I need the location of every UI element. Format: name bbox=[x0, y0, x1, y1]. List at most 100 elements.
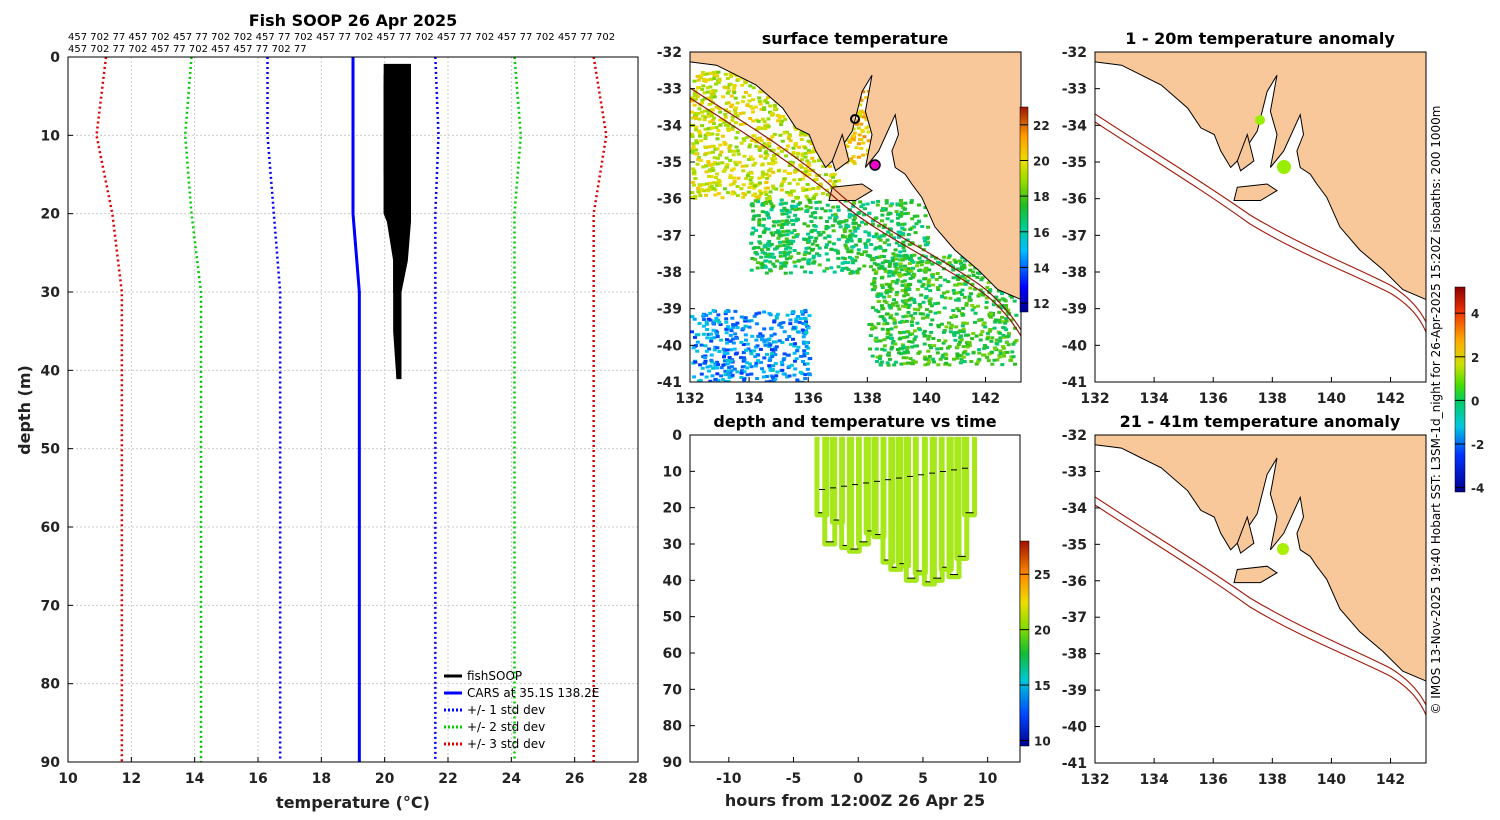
sst-pixel bbox=[921, 331, 926, 335]
sst-pixel bbox=[901, 245, 906, 249]
sst-pixel bbox=[698, 363, 703, 367]
sst-pixel bbox=[707, 133, 711, 137]
sst-pixel bbox=[985, 285, 990, 289]
sst-pixel bbox=[964, 321, 969, 325]
anom1-ticks: 132 134 136 138 140 142-32-33-34-35-36-37-38-… bbox=[1062, 45, 1405, 407]
sst-pixel bbox=[814, 177, 819, 181]
sst-pixel bbox=[800, 158, 804, 162]
sst-pixel bbox=[878, 363, 883, 367]
sst-pixel bbox=[900, 280, 905, 284]
sst-pixel bbox=[768, 104, 773, 108]
profile-y-tick-label: 20 bbox=[41, 207, 61, 223]
profile-chart: Fish SOOP 26 Apr 2025 457 702 77 457 702… bbox=[15, 11, 648, 812]
sst-pixel bbox=[754, 322, 759, 326]
sst-pixel bbox=[806, 237, 811, 241]
sst-pixel bbox=[959, 282, 964, 286]
sst-pixel bbox=[928, 302, 933, 306]
sst-pixel bbox=[926, 284, 931, 288]
ts-colorbar-tick-label: 20 bbox=[1034, 624, 1051, 638]
sst-pixel bbox=[729, 365, 734, 369]
sst-pixel bbox=[962, 360, 967, 363]
anom2-y-tick-label: -39 bbox=[1062, 683, 1087, 699]
sst-pixel bbox=[961, 306, 966, 310]
sst-pixel bbox=[902, 279, 907, 283]
sst-pixel bbox=[758, 181, 762, 185]
sst-pixel bbox=[885, 238, 890, 242]
sst-pixel bbox=[902, 350, 907, 354]
sst-pixel bbox=[748, 349, 753, 353]
sst-pixel bbox=[800, 310, 804, 314]
anom1-y-tick-label: -34 bbox=[1062, 118, 1088, 134]
sst-pixel bbox=[704, 164, 709, 168]
sst-pixel bbox=[715, 147, 720, 151]
sst-pixel bbox=[693, 196, 698, 200]
sst-pixel bbox=[813, 211, 817, 214]
sst-pixel bbox=[902, 362, 907, 366]
sst-pixel bbox=[912, 253, 917, 257]
sst-pixel bbox=[880, 304, 884, 308]
sst-pixel bbox=[690, 99, 695, 103]
sst-pixel bbox=[907, 262, 912, 265]
sst-pixel bbox=[778, 133, 783, 137]
sst-pixel bbox=[710, 132, 715, 136]
sst-y-tick-label: -37 bbox=[657, 228, 682, 244]
sst-pixel bbox=[853, 229, 858, 233]
sst-pixel bbox=[900, 273, 905, 277]
sst-pixel bbox=[756, 334, 761, 338]
sst-pixel bbox=[753, 257, 758, 261]
sst-pixel bbox=[791, 151, 796, 154]
sst-pixel bbox=[763, 343, 768, 347]
sst-pixel bbox=[1001, 326, 1006, 329]
sst-pixel bbox=[792, 326, 796, 330]
sst-pixel bbox=[692, 375, 697, 379]
sst-pixel bbox=[752, 186, 757, 190]
sst-pixel bbox=[854, 243, 859, 247]
sst-pixel bbox=[961, 351, 966, 355]
sst-pixel bbox=[813, 216, 818, 220]
sst-pixel bbox=[718, 110, 723, 114]
sst-pixel bbox=[708, 379, 713, 382]
legend-label-fishsoop: fishSOOP bbox=[467, 669, 522, 683]
sst-pixel bbox=[912, 329, 917, 333]
sst-pixel bbox=[958, 336, 963, 340]
sst-pixel bbox=[758, 102, 763, 106]
anomaly-colorbar-tick-label: 4 bbox=[1471, 307, 1479, 321]
sst-pixel bbox=[820, 207, 825, 211]
sst-pixel bbox=[719, 150, 724, 154]
sst-pixel bbox=[768, 368, 773, 372]
sst-pixel bbox=[876, 310, 881, 314]
sst-pixel bbox=[760, 170, 765, 174]
sst-pixel bbox=[978, 288, 983, 292]
sst-pixel bbox=[974, 362, 979, 366]
sst-pixel bbox=[832, 270, 837, 274]
sst-pixel bbox=[921, 316, 926, 320]
sst-pixel bbox=[723, 312, 728, 316]
sst-pixel bbox=[807, 314, 812, 318]
sst-pixel bbox=[959, 267, 964, 271]
sst-pixel bbox=[723, 187, 727, 191]
sst-pixel bbox=[866, 148, 871, 152]
sst-pixel bbox=[971, 274, 976, 277]
sst-pixel bbox=[998, 349, 1003, 353]
sst-pixel bbox=[693, 177, 698, 180]
sst-pixel bbox=[822, 269, 827, 273]
profile-y-tick-label: 80 bbox=[41, 677, 61, 693]
sst-pixel bbox=[853, 227, 858, 231]
sst-pixel bbox=[700, 124, 705, 128]
ts-y-tick-label: 20 bbox=[663, 501, 683, 517]
sst-pixel bbox=[701, 324, 706, 328]
sst-pixel bbox=[753, 251, 758, 255]
anom1-y-tick-label: -32 bbox=[1062, 45, 1087, 61]
sst-pixel bbox=[752, 214, 757, 218]
sst-colorbar bbox=[1019, 106, 1029, 313]
ts-colorbar-tick-label: 15 bbox=[1034, 679, 1051, 693]
sst-pixel bbox=[803, 133, 808, 137]
sst-pixel bbox=[723, 369, 728, 373]
sst-pixel bbox=[806, 346, 811, 350]
sst-pixel bbox=[869, 322, 874, 326]
sst-pixel bbox=[856, 155, 861, 159]
sst-pixel bbox=[866, 231, 871, 235]
sst-pixel bbox=[748, 143, 753, 147]
sst-pixel bbox=[973, 311, 978, 315]
sst-pixel bbox=[739, 187, 744, 191]
